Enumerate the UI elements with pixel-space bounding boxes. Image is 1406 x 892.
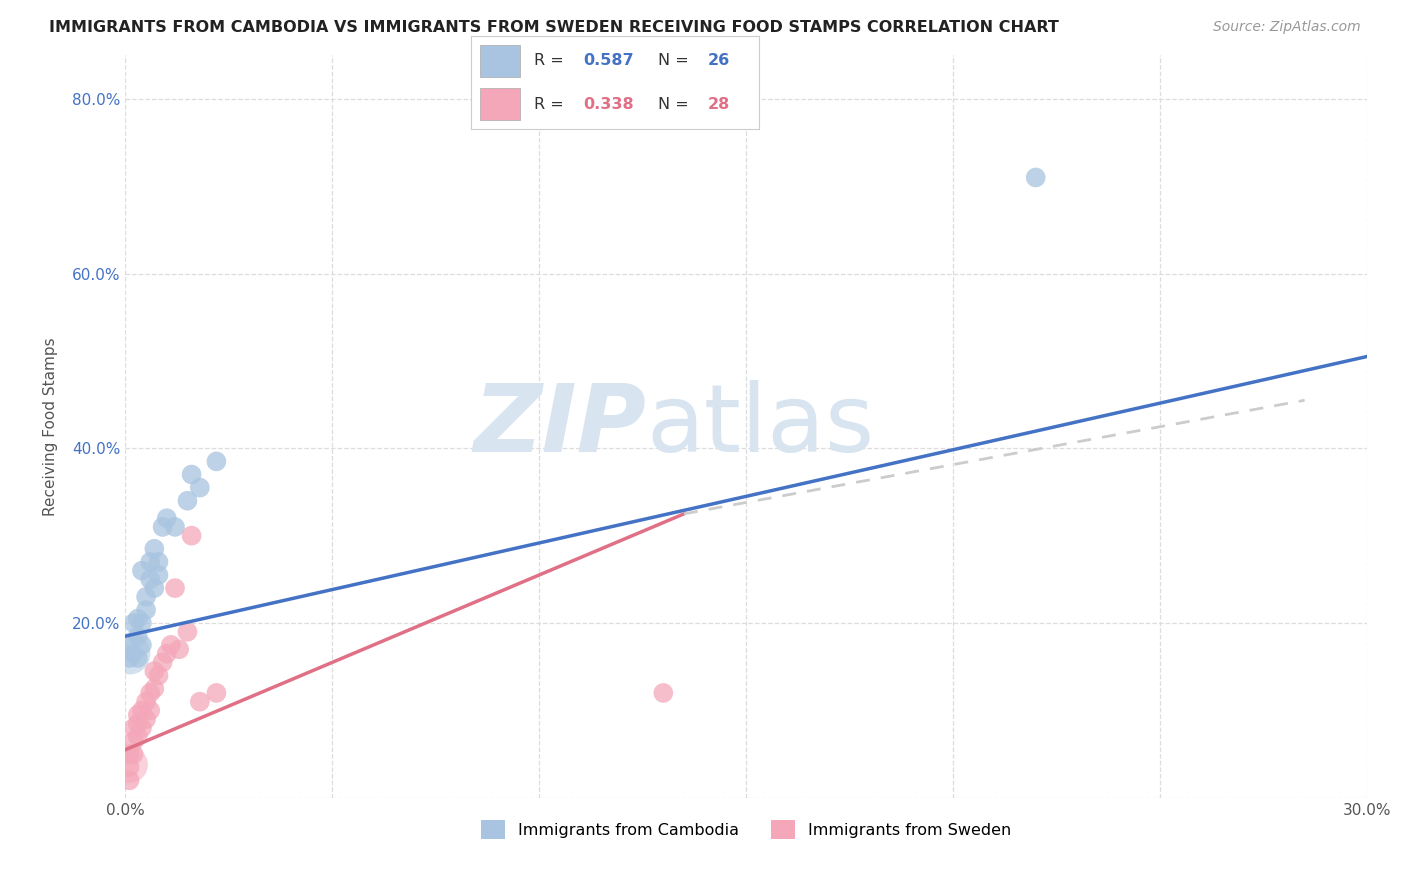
Text: 0.338: 0.338: [583, 96, 634, 112]
Point: [139, 686, 162, 700]
Point: [163, 581, 186, 595]
Text: 28: 28: [707, 96, 730, 112]
Text: N =: N =: [658, 54, 695, 69]
Point: [160, 638, 183, 652]
Text: atlas: atlas: [647, 381, 875, 473]
Point: [118, 773, 141, 788]
FancyBboxPatch shape: [479, 88, 520, 120]
Point: [118, 638, 141, 652]
Point: [127, 651, 149, 665]
Point: [127, 612, 149, 626]
Point: [188, 695, 211, 709]
Legend: Immigrants from Cambodia, Immigrants from Sweden: Immigrants from Cambodia, Immigrants fro…: [475, 814, 1018, 846]
Point: [127, 716, 149, 731]
Point: [143, 541, 166, 556]
Text: N =: N =: [658, 96, 695, 112]
Point: [122, 734, 145, 748]
Point: [156, 647, 179, 661]
Point: [176, 493, 198, 508]
Point: [118, 747, 141, 761]
Point: [118, 757, 141, 772]
Point: [152, 520, 174, 534]
Text: 26: 26: [707, 54, 730, 69]
Point: [139, 573, 162, 587]
Point: [127, 707, 149, 722]
Text: R =: R =: [534, 96, 569, 112]
Point: [156, 511, 179, 525]
Text: R =: R =: [534, 54, 569, 69]
Point: [118, 760, 141, 774]
Point: [205, 686, 228, 700]
Text: Source: ZipAtlas.com: Source: ZipAtlas.com: [1213, 20, 1361, 34]
Point: [122, 721, 145, 735]
Point: [148, 555, 170, 569]
Point: [180, 529, 202, 543]
Point: [118, 647, 141, 661]
Point: [652, 686, 675, 700]
Point: [139, 703, 162, 717]
Point: [148, 668, 170, 682]
Point: [131, 564, 153, 578]
Text: IMMIGRANTS FROM CAMBODIA VS IMMIGRANTS FROM SWEDEN RECEIVING FOOD STAMPS CORRELA: IMMIGRANTS FROM CAMBODIA VS IMMIGRANTS F…: [49, 20, 1059, 35]
Point: [131, 615, 153, 630]
Point: [167, 642, 190, 657]
Point: [135, 695, 157, 709]
Point: [135, 712, 157, 726]
Point: [139, 555, 162, 569]
Point: [188, 481, 211, 495]
Point: [135, 603, 157, 617]
Point: [127, 730, 149, 744]
Text: 0.587: 0.587: [583, 54, 634, 69]
Point: [148, 568, 170, 582]
Point: [122, 615, 145, 630]
Point: [122, 747, 145, 761]
Point: [118, 651, 141, 665]
Point: [122, 647, 145, 661]
Point: [127, 629, 149, 643]
Point: [1025, 170, 1047, 185]
Point: [205, 454, 228, 468]
Point: [131, 638, 153, 652]
FancyBboxPatch shape: [479, 45, 520, 77]
Point: [143, 681, 166, 696]
Point: [176, 624, 198, 639]
Point: [152, 656, 174, 670]
Point: [135, 590, 157, 604]
Text: ZIP: ZIP: [474, 381, 647, 473]
Point: [131, 721, 153, 735]
Point: [143, 581, 166, 595]
Point: [180, 467, 202, 482]
Point: [131, 703, 153, 717]
Y-axis label: Receiving Food Stamps: Receiving Food Stamps: [44, 337, 58, 516]
Point: [163, 520, 186, 534]
Point: [143, 664, 166, 678]
